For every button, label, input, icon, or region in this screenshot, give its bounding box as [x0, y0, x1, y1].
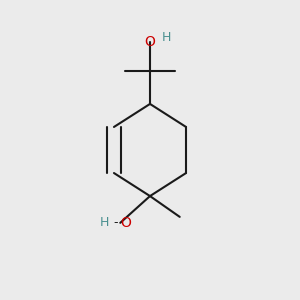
Text: O: O	[145, 34, 155, 49]
Text: H: H	[162, 31, 171, 44]
Text: O: O	[120, 216, 131, 230]
Text: -: -	[114, 216, 118, 229]
Text: H: H	[100, 216, 110, 229]
